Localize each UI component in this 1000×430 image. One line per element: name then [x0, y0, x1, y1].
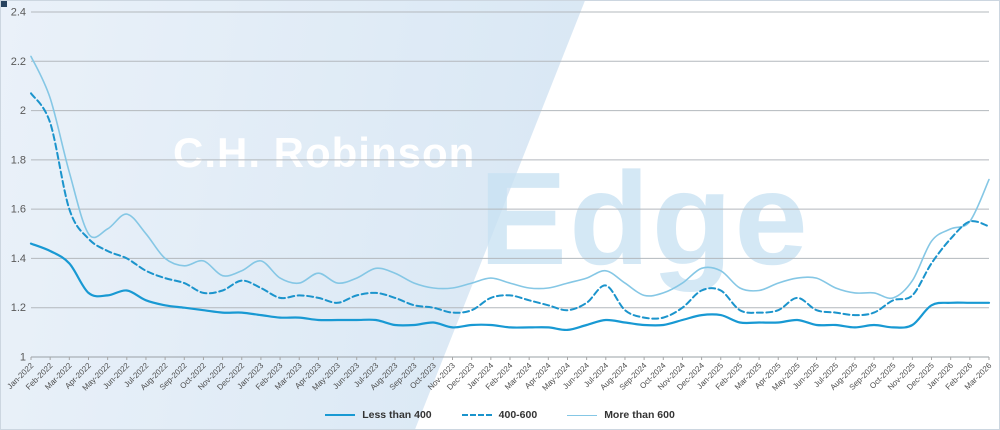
svg-text:1.4: 1.4	[11, 253, 26, 265]
legend-line-sample-dashed	[461, 414, 492, 416]
legend-label: More than 600	[604, 409, 675, 421]
legend-line-sample-light	[567, 414, 598, 416]
legend-line-sample-solid	[325, 414, 356, 416]
watermark-brand: C.H. Robinson	[173, 129, 476, 176]
svg-text:1.2: 1.2	[11, 302, 26, 314]
svg-text:2.2: 2.2	[11, 56, 26, 68]
corner-mark	[1, 1, 7, 7]
svg-text:1.6: 1.6	[11, 204, 26, 216]
legend-item-400-600: 400-600	[461, 409, 538, 421]
legend-label: Less than 400	[362, 409, 432, 421]
svg-text:1: 1	[20, 352, 26, 364]
legend-item-less-than-400: Less than 400	[325, 409, 432, 421]
svg-text:2: 2	[20, 105, 26, 117]
svg-text:2.4: 2.4	[11, 7, 26, 19]
svg-text:1.8: 1.8	[11, 154, 26, 166]
chart-legend: Less than 400 400-600 More than 600	[1, 409, 999, 421]
legend-label: 400-600	[498, 409, 538, 421]
legend-item-more-than-600: More than 600	[567, 409, 675, 421]
watermark-product-logo: Edge	[479, 145, 810, 292]
